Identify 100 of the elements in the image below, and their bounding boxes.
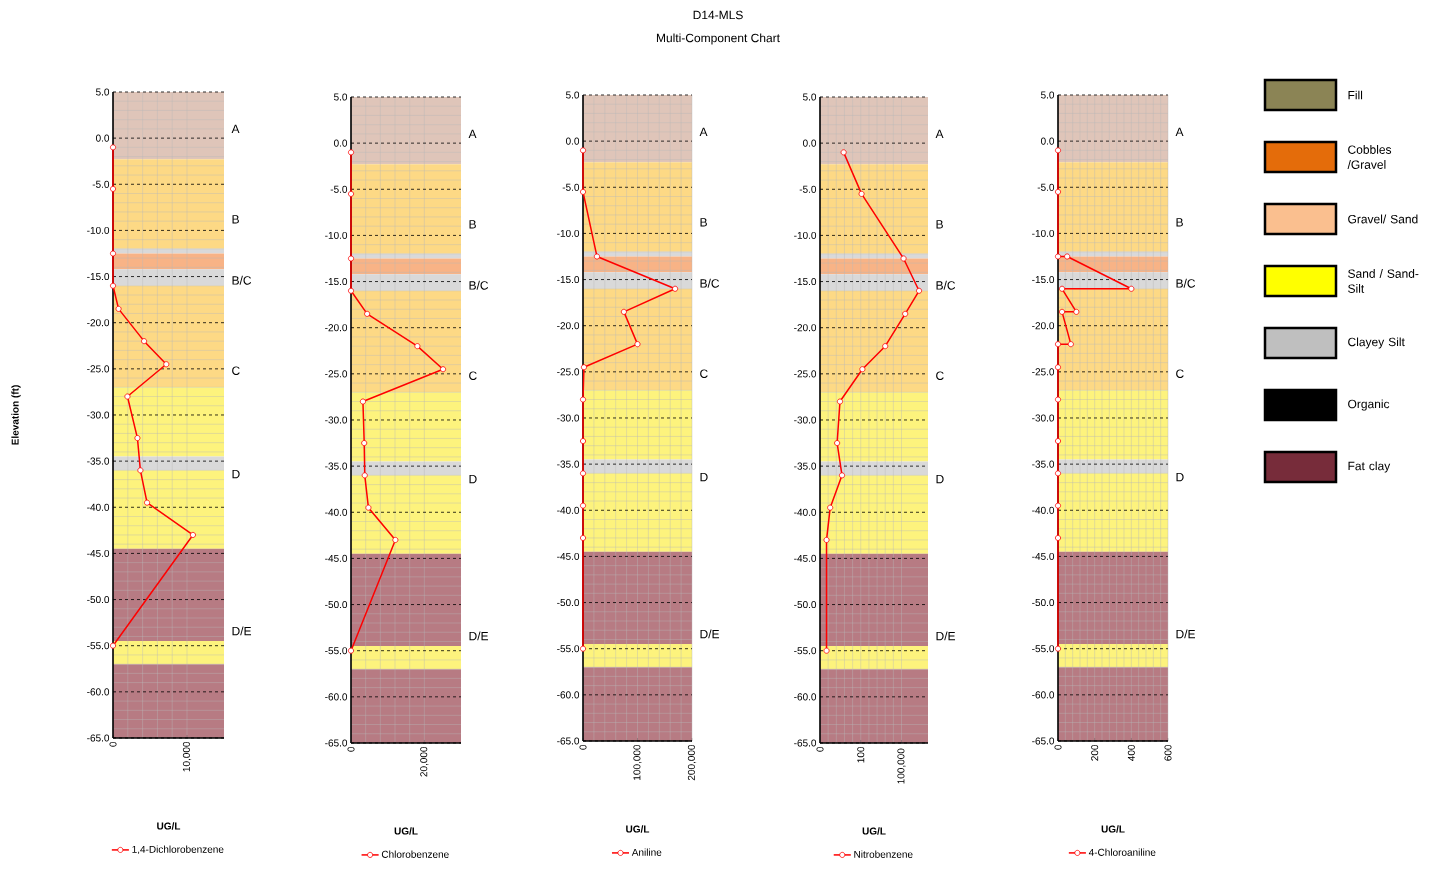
y-tick-label: -45.0 [1032, 552, 1055, 560]
y-tick-label: -45.0 [325, 554, 348, 562]
x-tick-label: 0 [109, 741, 117, 747]
y-tick-label: -40.0 [87, 503, 110, 511]
text: C [936, 371, 944, 380]
point [823, 536, 830, 543]
text: A [1175, 127, 1184, 137]
point [1055, 147, 1062, 154]
y-tick-label: -50.0 [1032, 599, 1055, 607]
text: D/E [469, 631, 489, 641]
point [580, 534, 587, 541]
point [580, 470, 587, 477]
point [634, 341, 641, 348]
point [348, 190, 355, 197]
point [1067, 341, 1074, 348]
y-tick-label: -25.0 [1032, 368, 1055, 376]
y-tick-label: -45.0 [794, 554, 817, 562]
x-tick-label: 400 [1127, 744, 1135, 761]
y-tick-label: -60.0 [325, 693, 348, 701]
y-tick-label: 0.0 [1040, 137, 1055, 145]
y-tick-label: -20.0 [325, 324, 348, 332]
point [1128, 285, 1135, 292]
legend-label: Aniline [631, 848, 662, 856]
y-tick-label: 0.0 [95, 134, 110, 142]
y-tick-label: -25.0 [794, 370, 817, 378]
text: D [1176, 472, 1184, 482]
y-tick-label: -50.0 [557, 599, 580, 607]
point [1055, 534, 1062, 541]
point [1064, 253, 1071, 260]
point [1055, 470, 1062, 477]
category-label: Sand / Sand-Silt [1348, 269, 1419, 293]
text: D/E [936, 631, 956, 641]
text: C [1176, 369, 1184, 378]
legend-label: 1,4-Dichlorobenzene [132, 845, 224, 855]
y-tick-label: 0.0 [802, 139, 817, 147]
y-tick-label: -55.0 [325, 647, 348, 655]
point [1059, 285, 1066, 292]
x-tick-label: 0 [816, 746, 824, 752]
y-tick-label: -40.0 [325, 508, 348, 516]
x-tick-label: 200 [1091, 744, 1099, 761]
point [580, 396, 587, 403]
point [1055, 396, 1062, 403]
y-tick-label: -55.0 [87, 642, 110, 650]
x-tick-label: 0 [347, 746, 355, 752]
y-tick-label: -35.0 [325, 462, 348, 470]
point [110, 282, 117, 289]
point [580, 188, 587, 195]
y-tick-label: -20.0 [557, 322, 580, 330]
y-tick-label: -5.0 [92, 180, 110, 188]
x-tick-label: 10,000 [182, 741, 192, 772]
x-tick-label: 100 [857, 746, 865, 763]
point [392, 536, 399, 543]
point [580, 147, 587, 154]
point [1055, 502, 1062, 509]
point [348, 647, 355, 654]
category-label: Fat clay [1348, 461, 1391, 473]
y-tick-label: -25.0 [87, 365, 110, 373]
point [359, 398, 366, 405]
text: A [231, 124, 240, 134]
point [1055, 188, 1062, 195]
text: B/C [700, 278, 720, 288]
point [364, 310, 371, 317]
y-tick-label: -40.0 [557, 506, 580, 514]
y-tick-label: -20.0 [794, 324, 817, 332]
y-tick-label: -10.0 [557, 229, 580, 237]
text: D [232, 469, 240, 479]
legend-label: 4-Chloroaniline [1088, 848, 1156, 856]
y-tick-label: -65.0 [325, 739, 348, 747]
y-tick-label: -55.0 [794, 647, 817, 655]
y-tick-label: -25.0 [557, 368, 580, 376]
point [858, 190, 865, 197]
point [580, 364, 587, 371]
y-tick-label: -50.0 [794, 601, 817, 609]
text: B [700, 218, 707, 227]
point [840, 149, 847, 156]
y-tick-label: 5.0 [1040, 91, 1055, 99]
text: D/E [232, 626, 252, 636]
y-tick-label: -60.0 [557, 691, 580, 699]
text: C [232, 366, 240, 375]
y-tick-label: -45.0 [557, 552, 580, 560]
y-tick-label: -5.0 [330, 185, 348, 193]
y-tick-label: -10.0 [1032, 229, 1055, 237]
point [361, 472, 368, 479]
x-tick-label: 20,000 [420, 746, 429, 777]
y-tick-label: -15.0 [87, 273, 110, 281]
y-tick-label: -30.0 [87, 411, 110, 419]
text: C [700, 369, 708, 378]
point [834, 440, 841, 447]
category-label: Clayey Silt [1348, 337, 1405, 349]
y-tick-label: -65.0 [87, 734, 110, 742]
y-tick-label: -10.0 [794, 231, 817, 239]
text: B/C [469, 280, 489, 290]
y-tick-label: -10.0 [325, 231, 348, 239]
point [440, 366, 447, 373]
x-axis-title: UG/L [1101, 825, 1125, 833]
y-tick-label: -40.0 [794, 508, 817, 516]
y-tick-label: 5.0 [333, 93, 348, 101]
point [916, 287, 923, 294]
y-tick-label: -50.0 [325, 601, 348, 609]
x-tick-label: 100,000 [633, 744, 642, 780]
